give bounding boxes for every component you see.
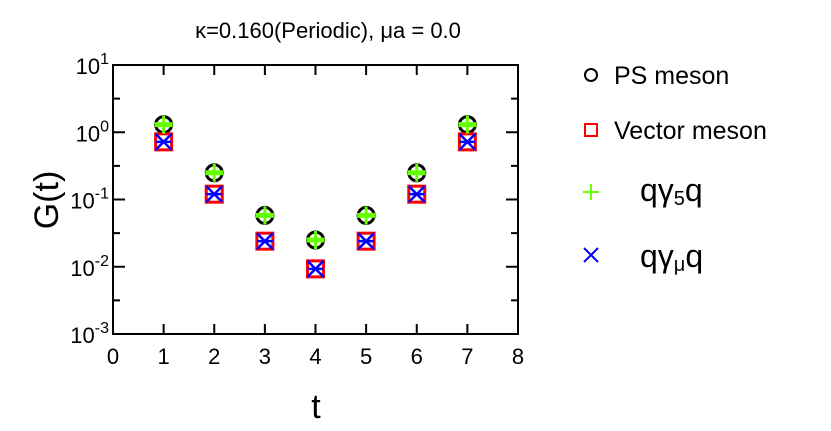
x-tick-label: 3	[259, 344, 271, 369]
legend-label-qgmuq: qγμq	[640, 238, 703, 276]
legend-label-vector: Vector meson	[614, 117, 767, 145]
x-tick-label: 7	[461, 344, 473, 369]
x-tick-label: 0	[107, 344, 119, 369]
legend: PS meson Vector meson qγ5q qγμq	[583, 62, 767, 276]
legend-label-ps: PS meson	[614, 62, 729, 90]
legend-label-qg5q: qγ5q	[640, 172, 703, 210]
y-tick-label: 10-1	[70, 186, 109, 214]
plot-frame	[112, 64, 519, 335]
x-tick-label: 2	[208, 344, 220, 369]
data-points	[154, 115, 477, 279]
x-axis-label: t	[311, 388, 321, 426]
chart-title: κ=0.160(Periodic), μa = 0.0	[195, 18, 461, 43]
y-tick-label: 100	[76, 118, 109, 146]
x-tick-label: 4	[309, 344, 321, 369]
legend-x-icon	[583, 247, 599, 263]
x-tick-label: 8	[512, 344, 524, 369]
x-tick-labels: 0 1 2 3 4 5 6 7 8	[107, 344, 524, 369]
series-square	[154, 132, 477, 279]
y-tick-label: 101	[76, 51, 109, 79]
legend-square-icon	[584, 123, 598, 137]
axis-ticks	[113, 64, 518, 335]
series-circle	[154, 115, 477, 250]
y-tick-labels: 101 100 10-1 10-2 10-3	[70, 51, 109, 348]
x-tick-label: 5	[360, 344, 372, 369]
legend-circle-icon	[584, 68, 598, 82]
x-tick-label: 1	[158, 344, 170, 369]
x-tick-label: 6	[411, 344, 423, 369]
y-axis-label: G(t)	[28, 171, 66, 230]
y-tick-label: 10-2	[70, 253, 109, 281]
series-plus	[154, 115, 477, 249]
series-x	[154, 132, 477, 278]
legend-plus-icon	[583, 184, 599, 200]
y-tick-label: 10-3	[70, 320, 109, 348]
